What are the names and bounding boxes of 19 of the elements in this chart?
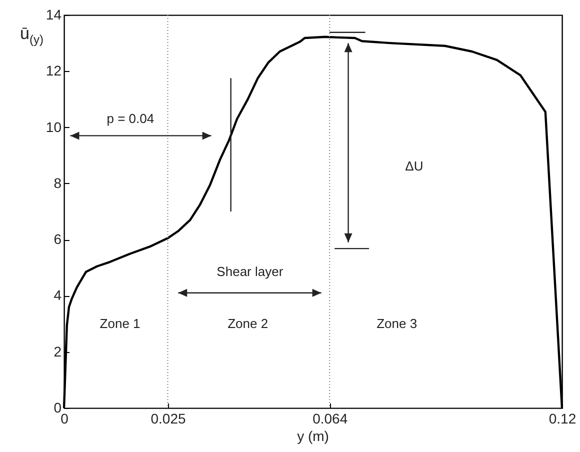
annotation: Zone 1 (100, 316, 140, 331)
annotation: Zone 2 (228, 316, 268, 331)
y-tick-label: 10 (46, 118, 62, 135)
y-tick-label: 6 (54, 231, 62, 248)
x-tick-label: 0.12 (548, 410, 576, 426)
x-axis-title: y (m) (297, 428, 329, 444)
annotation: Zone 3 (376, 316, 418, 331)
annotation: Shear layer (216, 264, 284, 279)
y-tick-label: 14 (46, 6, 62, 22)
annotation: p = 0.04 (106, 110, 154, 126)
annotation: ΔU (405, 158, 424, 174)
y-tick-label: 2 (54, 343, 62, 360)
y-tick-label: 8 (54, 174, 62, 191)
y-tick-label: 0 (54, 400, 62, 416)
y-tick-label: 4 (54, 287, 62, 304)
y-tick-label: 12 (46, 62, 62, 79)
y-axis-title: ū$_{(y)}$ (20, 24, 44, 46)
x-tick-label: 0.064 (312, 410, 348, 426)
x-tick-label: 0.025 (150, 410, 186, 426)
